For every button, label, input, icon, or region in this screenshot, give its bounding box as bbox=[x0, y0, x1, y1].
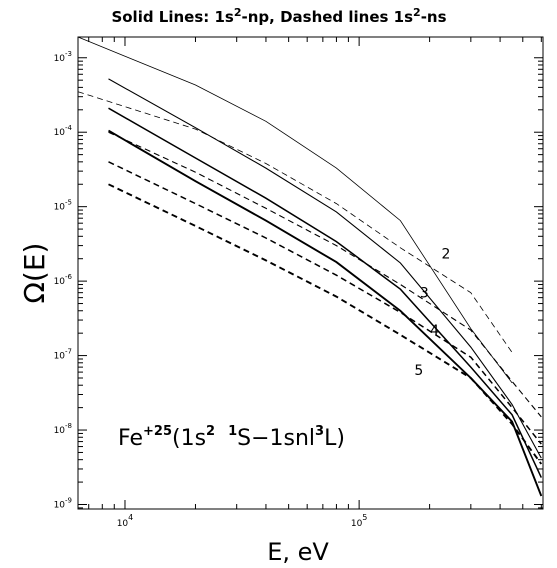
y-tick-label: 10-4 bbox=[54, 124, 73, 138]
y-tick-label: 10-3 bbox=[54, 50, 72, 64]
dashed-line-n3 bbox=[108, 131, 542, 418]
solid-line-n2 bbox=[77, 36, 513, 384]
series-group bbox=[77, 36, 543, 497]
axis-ticks bbox=[78, 37, 543, 509]
y-tick-label: 10-8 bbox=[54, 422, 72, 436]
curve-label-3: 3 bbox=[420, 286, 429, 302]
curve-label-5: 5 bbox=[414, 363, 423, 379]
y-tick-label: 10-5 bbox=[54, 199, 72, 213]
y-tick-labels: 10-3 10-4 10-5 10-6 10-7 10-8 10-9 bbox=[54, 50, 73, 511]
y-tick-label: 10-7 bbox=[54, 348, 72, 362]
solid-line-n3 bbox=[108, 78, 542, 459]
dashed-line-n2 bbox=[77, 91, 513, 353]
x-tick-label: 105 bbox=[351, 513, 368, 529]
curve-label-2: 2 bbox=[442, 247, 451, 263]
curve-label-4: 4 bbox=[430, 323, 439, 339]
plot-frame bbox=[77, 36, 544, 510]
x-axis-label: E, eV bbox=[267, 538, 329, 566]
x-tick-labels: 104 105 bbox=[117, 513, 368, 529]
dashed-line-n5 bbox=[108, 183, 543, 465]
curve-labels: 2 3 4 5 bbox=[414, 247, 450, 379]
chart-title: Solid Lines: 1s2-np, Dashed lines 1s2-ns bbox=[111, 6, 446, 26]
y-tick-label: 10-9 bbox=[54, 496, 72, 510]
y-tick-label: 10-6 bbox=[54, 273, 73, 287]
x-tick-label: 104 bbox=[117, 513, 134, 529]
y-axis-label: Ω(E) bbox=[18, 243, 51, 304]
chart-annotation: Fe+25(1s2 1S−1snl3L) bbox=[118, 424, 345, 451]
solid-line-n5 bbox=[108, 129, 543, 497]
solid-line-n4 bbox=[108, 107, 542, 478]
dashed-line-n4 bbox=[108, 161, 542, 445]
